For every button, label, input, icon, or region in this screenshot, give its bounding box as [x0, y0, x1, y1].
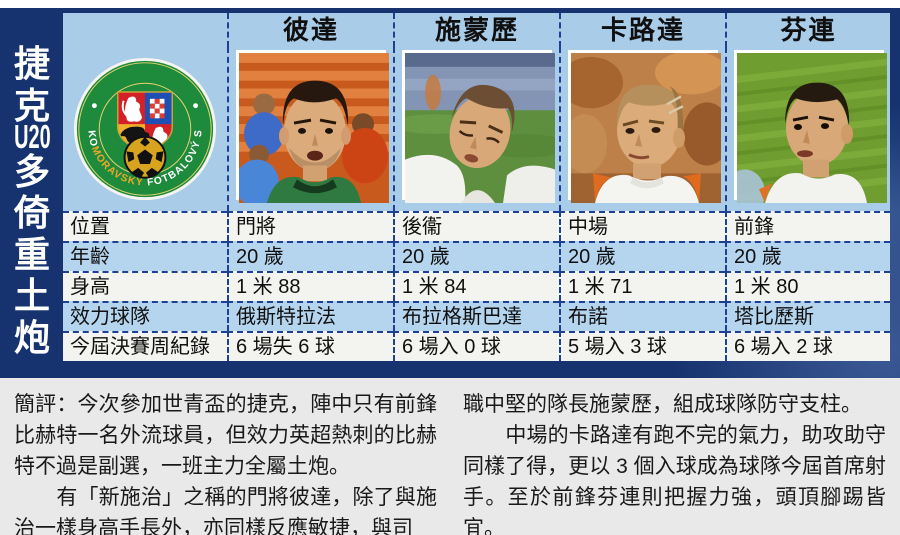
photo-cell: [227, 47, 393, 211]
player-name: 施蒙歷: [393, 13, 559, 47]
title-char: 多: [13, 150, 50, 192]
title-char: 克: [13, 84, 50, 126]
commentary-paragraph: 中場的卡路達有跑不完的氣力，助攻助守同樣了得，更以 3 個入球成為球隊今屆首席射…: [463, 424, 886, 535]
player-height: 1 米 88: [227, 271, 393, 301]
row-label-record: 今屆決賽周紀錄: [63, 331, 227, 361]
player-age: 20 歲: [559, 241, 725, 271]
player-position: 門將: [227, 211, 393, 241]
photo-cell: [559, 47, 725, 211]
logo-cell: ČESKOMORAVSKÝ FOTBALOVÝ SVAZ: [63, 47, 227, 211]
row-label-position: 位置: [63, 211, 227, 241]
title-char: 炮: [13, 316, 50, 358]
player-photo-midfielder: [568, 50, 721, 203]
player-record: 6 場失 6 球: [227, 331, 393, 361]
player-height: 1 米 71: [559, 271, 725, 301]
player-name: 彼達: [227, 13, 393, 47]
player-photo-forward: [733, 50, 887, 203]
top-white-strip: [0, 0, 900, 8]
player-record: 5 場入 3 球: [559, 331, 725, 361]
goalkeeper-photo-illustration: [239, 53, 389, 203]
midfielder-photo-illustration: [571, 53, 721, 203]
commentary-paragraph: 職中堅的隊長施蒙歷，組成球隊防守支柱。: [463, 393, 862, 416]
player-name: 芬連: [725, 13, 890, 47]
commentary-section: 簡評：今次參加世青盃的捷克，陣中只有前鋒比赫特一名外流球員，但效力英超熱刺的比赫…: [0, 378, 900, 535]
title-char: 重: [13, 233, 50, 275]
player-name: 卡路達: [559, 13, 725, 47]
player-age: 20 歲: [227, 241, 393, 271]
player-club: 布諾: [559, 301, 725, 331]
player-height: 1 米 84: [393, 271, 559, 301]
player-height: 1 米 80: [725, 271, 890, 301]
defender-photo-illustration: [405, 53, 555, 203]
player-photo-goalkeeper: [236, 50, 389, 203]
photo-cell: [393, 47, 559, 211]
player-age: 20 歲: [393, 241, 559, 271]
player-position: 後衞: [393, 211, 559, 241]
title-char-u20: U20: [13, 120, 51, 157]
player-photo-defender: [402, 50, 555, 203]
player-club: 布拉格斯巴達: [393, 301, 559, 331]
player-club: 俄斯特拉法: [227, 301, 393, 331]
player-position: 中場: [559, 211, 725, 241]
czech-fa-logo-icon: ČESKOMORAVSKÝ FOTBALOVÝ SVAZ: [72, 56, 217, 201]
row-label-age: 年齡: [63, 241, 227, 271]
player-club: 塔比歷斯: [725, 301, 890, 331]
player-age: 20 歲: [725, 241, 890, 271]
page-title: 捷 克 U20 多 倚 重 土 炮: [4, 46, 60, 356]
forward-photo-illustration: [736, 53, 887, 203]
commentary-left-column: 簡評：今次參加世青盃的捷克，陣中只有前鋒比赫特一名外流球員，但效力英超熱刺的比赫…: [14, 389, 437, 535]
commentary-right-column: 職中堅的隊長施蒙歷，組成球隊防守支柱。 中場的卡路達有跑不完的氣力，助攻助守同樣…: [463, 389, 886, 535]
title-char: 倚: [13, 192, 50, 234]
player-record: 6 場入 0 球: [393, 331, 559, 361]
row-label-club: 效力球隊: [63, 301, 227, 331]
player-position: 前鋒: [725, 211, 890, 241]
player-record: 6 場入 2 球: [725, 331, 890, 361]
title-char: 捷: [13, 43, 50, 84]
commentary-paragraph: 有「新施治」之稱的門將彼達，除了與施治一樣身高手長外，亦同樣反應敏捷，與司: [14, 486, 437, 535]
players-table: 彼達 施蒙歷 卡路達 芬連 ČESKOMORAVSKÝ FOTBALOVÝ SV…: [63, 13, 890, 361]
photo-cell: [725, 47, 890, 211]
title-char: 土: [13, 275, 50, 317]
commentary-paragraph: 簡評：今次參加世青盃的捷克，陣中只有前鋒比赫特一名外流球員，但效力英超熱刺的比赫…: [14, 393, 437, 478]
row-label-height: 身高: [63, 271, 227, 301]
table-corner-cell: [63, 13, 227, 47]
